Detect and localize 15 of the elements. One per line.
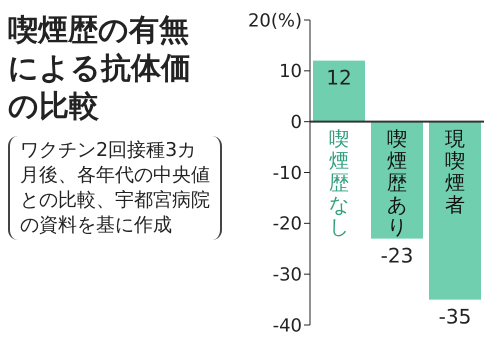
x-tick-label: 現喫煙者 — [445, 126, 465, 217]
data-label: 12 — [326, 66, 352, 90]
y-tick-label: 0 — [290, 112, 302, 134]
text: ワクチン2回接種3カ月後、各年代の中央値との比較、宇都宮病院の資料を基に作成 — [8, 136, 222, 240]
y-tick-label: -40 — [272, 315, 302, 336]
y-tick-label: -30 — [272, 264, 302, 286]
y-tick-label: 10 — [279, 61, 302, 82]
data-label: -35 — [438, 304, 472, 329]
text: 喫煙歴の有無による抗体価の比較 — [8, 12, 192, 126]
y-tick-label: -20 — [272, 214, 302, 235]
y-tick-label: -10 — [272, 162, 302, 184]
x-tick-label: 喫煙歴なし — [329, 126, 349, 239]
x-tick-label: 喫煙歴あり — [387, 126, 407, 239]
y-tick-label: 20(%) — [248, 10, 302, 32]
data-label: -23 — [380, 244, 414, 268]
